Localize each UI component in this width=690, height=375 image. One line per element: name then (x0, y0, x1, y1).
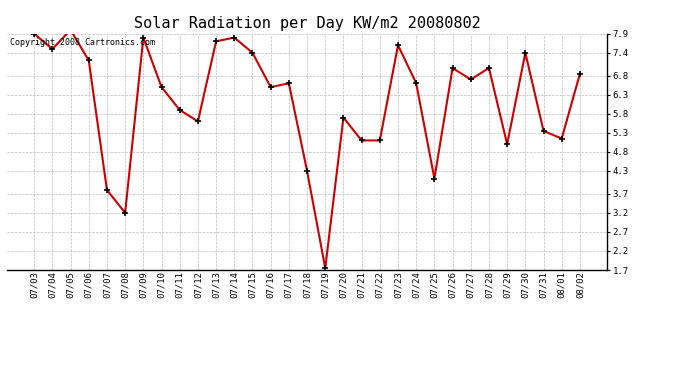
Text: Copyright 2008 Cartronics.com: Copyright 2008 Cartronics.com (10, 39, 155, 48)
Title: Solar Radiation per Day KW/m2 20080802: Solar Radiation per Day KW/m2 20080802 (134, 16, 480, 31)
